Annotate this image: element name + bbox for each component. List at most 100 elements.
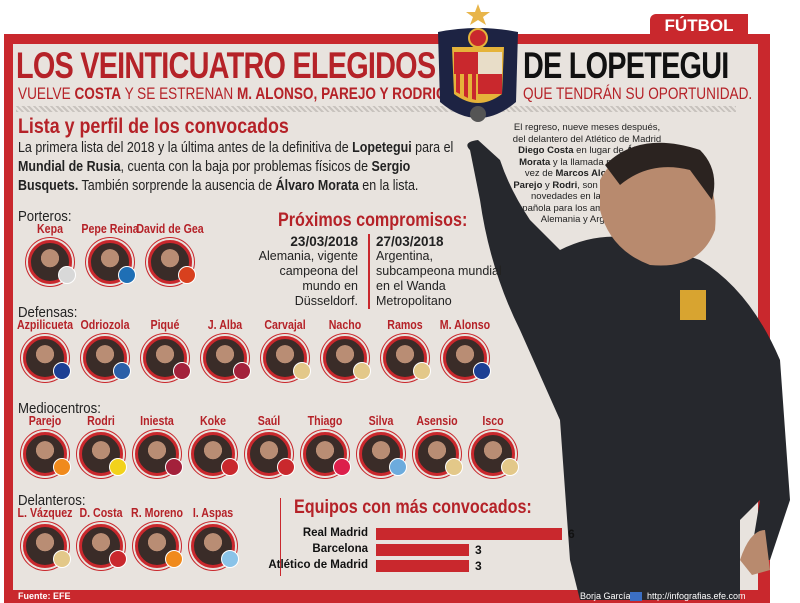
valencia-badge-icon — [53, 458, 71, 476]
text-run: Mundial de Rusia — [18, 159, 121, 175]
bar-row: Real Madrid 6 — [290, 527, 590, 541]
player-name: Kepa — [36, 222, 63, 236]
footer-source: Fuente: EFE — [18, 591, 71, 601]
text-run: Rodri — [552, 179, 578, 191]
player-name: Isco — [482, 414, 504, 428]
player-name: Saúl — [257, 414, 281, 428]
chelsea-badge-icon — [473, 362, 491, 380]
player-name: Parejo — [28, 414, 62, 428]
atletico-madrid-badge-icon — [221, 458, 239, 476]
bar — [376, 528, 562, 540]
text-run: COSTA — [74, 84, 122, 103]
player-name: Ramos — [387, 318, 423, 332]
player-card: Odriozola — [75, 318, 135, 388]
section-label: Porteros: — [18, 208, 72, 225]
chart-title: Equipos con más convocados: — [294, 497, 532, 518]
atletico-madrid-badge-icon — [109, 550, 127, 568]
player-photo — [323, 336, 367, 380]
villarreal-badge-icon — [109, 458, 127, 476]
manchester-city-badge-icon — [389, 458, 407, 476]
player-name: Thiago — [307, 414, 343, 428]
player-name: L. Vázquez — [17, 506, 73, 520]
bar-label: Barcelona — [312, 543, 368, 555]
player-name: Pepe Reina — [81, 222, 139, 236]
bar-value: 6 — [568, 527, 575, 541]
text-run: y — [542, 179, 553, 191]
real-madrid-badge-icon — [53, 550, 71, 568]
bar — [376, 560, 469, 572]
subtitle-left: VUELVE COSTA Y SE ESTRENAN M. ALONSO, PA… — [18, 84, 457, 104]
player-name: David de Gea — [136, 222, 204, 236]
player-photo — [79, 432, 123, 476]
efe-logo-icon — [630, 592, 642, 601]
player-card: D. Costa — [71, 506, 131, 576]
player-card: David de Gea — [136, 222, 204, 292]
section-tab: FÚTBOL — [650, 14, 748, 38]
divider — [16, 106, 736, 112]
text-run: Diego Costa — [518, 145, 574, 156]
text-run: en la lista. — [358, 178, 419, 194]
player-card: I. Aspas — [183, 506, 243, 576]
player-card: Ramos — [375, 318, 435, 388]
player-name: Piqué — [150, 318, 180, 332]
atletico-madrid-badge-icon — [277, 458, 295, 476]
text-run: Lopetegui — [352, 140, 412, 156]
text-run: , cuenta con la baja por problemas físic… — [120, 159, 372, 175]
section-label: Mediocentros: — [18, 400, 101, 417]
intro-heading: Lista y perfil de los convocados — [18, 115, 289, 138]
player-card: Parejo — [15, 414, 75, 484]
text-run: Y SE ESTRENAN — [121, 84, 237, 103]
bar-label: Atlético de Madrid — [268, 559, 368, 571]
match-text: Argentina, subcampeona mundial en el Wan… — [376, 249, 502, 308]
napoli-badge-icon — [118, 266, 136, 284]
bar-value: 3 — [475, 559, 482, 573]
athletic-badge-icon — [58, 266, 76, 284]
player-card: Piqué — [135, 318, 195, 388]
player-name: J. Alba — [207, 318, 243, 332]
match-date: 23/03/2018 — [290, 234, 358, 249]
bar — [376, 544, 469, 556]
bar-label: Real Madrid — [302, 527, 368, 539]
player-name: I. Aspas — [192, 506, 234, 520]
match-text: Alemania, vigente campeona del mundo en … — [258, 249, 358, 308]
chart-divider — [280, 498, 281, 576]
sidebar-note: El regreso, nueve meses después, del del… — [512, 122, 662, 226]
real-madrid-badge-icon — [445, 458, 463, 476]
title-part-1: LOS VEINTICUATRO ELEGIDOS — [16, 45, 436, 86]
player-card: Thiago — [295, 414, 355, 484]
player-card: Isco — [463, 414, 523, 484]
text-run: El regreso, nueve meses después, del del… — [512, 122, 662, 145]
spain-federation-crest-icon — [438, 4, 518, 122]
real-sociedad-badge-icon — [113, 362, 131, 380]
player-name: R. Moreno — [131, 506, 183, 520]
match-2: 27/03/2018 Argentina, subcampeona mundial… — [368, 234, 508, 309]
player-card: Asensio — [407, 414, 467, 484]
player-card: M. Alonso — [435, 318, 495, 388]
text-run: M. ALONSO, PAREJO Y RODRIGO — [236, 84, 458, 103]
intro-text: La primera lista del 2018 y la última an… — [18, 139, 465, 196]
player-photo — [148, 240, 192, 284]
player-name: Koke — [199, 414, 226, 428]
footer-url[interactable]: http://infografias.efe.com — [647, 591, 746, 601]
barcelona-badge-icon — [165, 458, 183, 476]
text-run: También sorprende la ausencia de — [78, 178, 276, 194]
player-card: Nacho — [315, 318, 375, 388]
player-name: M. Alonso — [439, 318, 491, 332]
barcelona-badge-icon — [233, 362, 251, 380]
player-card: Silva — [351, 414, 411, 484]
text-run: VUELVE — [18, 84, 75, 103]
player-card: R. Moreno — [127, 506, 187, 576]
match-1: 23/03/2018 Alemania, vigente campeona del… — [250, 234, 358, 309]
celta-badge-icon — [221, 550, 239, 568]
subtitle-right: QUE TENDRÁN SU OPORTUNIDAD. — [523, 84, 753, 103]
player-card: Saúl — [239, 414, 299, 484]
player-card: J. Alba — [195, 318, 255, 388]
player-card: Pepe Reina — [80, 222, 140, 292]
player-card: L. Vázquez — [15, 506, 75, 576]
player-card: Azpilicueta — [15, 318, 75, 388]
text-run: en lugar de — [573, 145, 627, 156]
chelsea-badge-icon — [53, 362, 71, 380]
barcelona-badge-icon — [173, 362, 191, 380]
player-name: Odriozola — [80, 318, 130, 332]
player-name: Carvajal — [264, 318, 306, 332]
